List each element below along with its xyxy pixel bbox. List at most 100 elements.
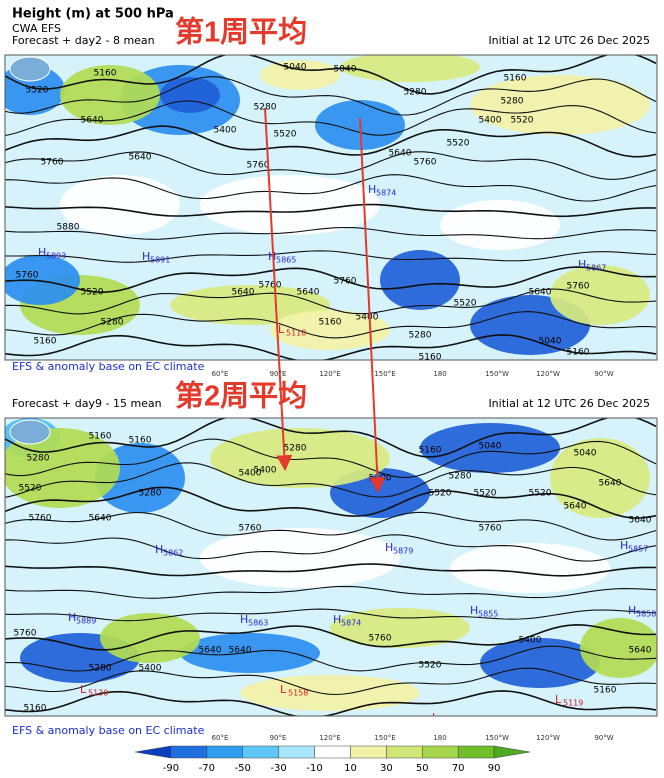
center-type: H bbox=[578, 258, 586, 271]
anomaly bbox=[60, 175, 180, 235]
contour-label: 5400 bbox=[254, 466, 277, 476]
contour-label: 5760 bbox=[239, 524, 262, 534]
anomaly bbox=[480, 638, 600, 688]
longitude-label: 180 bbox=[433, 734, 446, 742]
colorbar-label: -50 bbox=[235, 763, 251, 774]
anomaly bbox=[450, 543, 610, 593]
anomaly bbox=[180, 633, 320, 673]
contour-label: 5520 bbox=[429, 489, 452, 499]
anomaly bbox=[470, 75, 650, 135]
center-type: H bbox=[333, 613, 341, 626]
contour-label: 5160 bbox=[319, 318, 342, 328]
annotation: 第1周平均 bbox=[175, 15, 307, 49]
contour-label: 5400 bbox=[214, 126, 237, 136]
contour-label: 5160 bbox=[419, 446, 442, 456]
center-value: 5867 bbox=[586, 264, 606, 273]
contour-label: 5640 bbox=[232, 288, 255, 298]
center-type: H bbox=[38, 246, 46, 259]
anomaly bbox=[580, 618, 657, 678]
contour-label: 5640 bbox=[229, 646, 252, 656]
contour-label: 5760 bbox=[369, 634, 392, 644]
contour-label: 5400 bbox=[369, 474, 392, 484]
contour-label: 5640 bbox=[81, 116, 104, 126]
contour-label: 5400 bbox=[139, 664, 162, 674]
center-value: 5855 bbox=[478, 610, 498, 619]
colorbar-segment bbox=[314, 745, 351, 759]
logo bbox=[9, 419, 51, 445]
anomaly bbox=[240, 675, 420, 711]
footer: EFS & anomaly base on EC climate bbox=[12, 360, 205, 373]
contour-label: 5280 bbox=[254, 103, 277, 113]
colorbar-segment bbox=[422, 745, 459, 759]
contour-label: 5520 bbox=[454, 299, 477, 309]
contour bbox=[5, 486, 657, 519]
anomaly bbox=[160, 77, 220, 113]
anomaly bbox=[340, 55, 480, 82]
contour-label: 5520 bbox=[474, 489, 497, 499]
contour bbox=[5, 288, 657, 315]
colorbar-segment bbox=[278, 745, 315, 759]
colorbar-segment bbox=[134, 745, 172, 759]
center-type: H bbox=[368, 183, 376, 196]
contour-label: 5280 bbox=[404, 88, 427, 98]
contour-label: 5520 bbox=[26, 86, 49, 96]
anomaly bbox=[5, 428, 120, 508]
longitude-label: 120°E bbox=[319, 734, 340, 742]
contour-label: 5160 bbox=[89, 432, 112, 442]
contour-label: 5400 bbox=[239, 469, 262, 479]
colorbar-segment bbox=[170, 745, 208, 759]
anomaly bbox=[330, 608, 470, 648]
longitude-label: 180 bbox=[433, 370, 446, 378]
contour-label: 5640 bbox=[199, 646, 222, 656]
contour-label: 5640 bbox=[389, 149, 412, 159]
contour-label: 5760 bbox=[41, 158, 64, 168]
contour-label: 5520 bbox=[81, 288, 104, 298]
colorbar: -90 -70 -50 -30 -10 10 30 50 70 90 bbox=[134, 745, 531, 774]
center-value: 5893 bbox=[46, 252, 66, 261]
initial: Initial at 12 UTC 26 Dec 2025 bbox=[488, 397, 650, 410]
contour-label: 5400 bbox=[519, 636, 542, 646]
colorbar-segment bbox=[386, 745, 423, 759]
contour bbox=[5, 125, 657, 158]
contour bbox=[5, 563, 657, 577]
contour bbox=[5, 608, 657, 622]
contour-label: 5160 bbox=[34, 337, 57, 347]
colorbar-segment bbox=[242, 745, 279, 759]
contour bbox=[5, 438, 657, 478]
anomaly bbox=[270, 310, 390, 350]
colorbar-label: 10 bbox=[344, 763, 357, 774]
contour bbox=[5, 418, 657, 458]
center-type: H bbox=[470, 604, 478, 617]
center-value: 5874 bbox=[376, 189, 396, 198]
contour-label: 5280 bbox=[501, 97, 524, 107]
contour-label: 5040 bbox=[479, 442, 502, 452]
contour-label: 5280 bbox=[409, 331, 432, 341]
contour-label: 5760 bbox=[479, 524, 502, 534]
colorbar-segment bbox=[457, 745, 495, 759]
longitude-label: 120°E bbox=[319, 370, 340, 378]
contour-label: 5280 bbox=[89, 664, 112, 674]
anomaly bbox=[210, 428, 390, 488]
contour-label: 5280 bbox=[139, 489, 162, 499]
contour bbox=[5, 667, 657, 696]
center-type: L bbox=[280, 683, 287, 696]
contour-label: 5760 bbox=[247, 161, 270, 171]
longitude-label: 60°E bbox=[212, 370, 229, 378]
contour bbox=[5, 462, 657, 498]
center-type: H bbox=[268, 250, 276, 263]
contour-label: 5040 bbox=[334, 65, 357, 75]
anomaly bbox=[200, 528, 400, 588]
colorbar-label: -90 bbox=[163, 763, 179, 774]
contour bbox=[5, 226, 657, 240]
longitude-label: 90°E bbox=[270, 734, 287, 742]
longitude-label: 90°W bbox=[594, 370, 613, 378]
anomaly bbox=[260, 60, 340, 90]
contour-label: 5160 bbox=[24, 704, 47, 714]
longitude-label: 150°W bbox=[485, 734, 509, 742]
contour-label: 5040 bbox=[539, 337, 562, 347]
title: Height (m) at 500 hPa bbox=[12, 7, 174, 22]
forecast: Forecast + day2 - 8 mean bbox=[12, 34, 155, 47]
logo bbox=[9, 56, 51, 82]
contour bbox=[5, 623, 657, 651]
map-frame bbox=[4, 54, 658, 361]
